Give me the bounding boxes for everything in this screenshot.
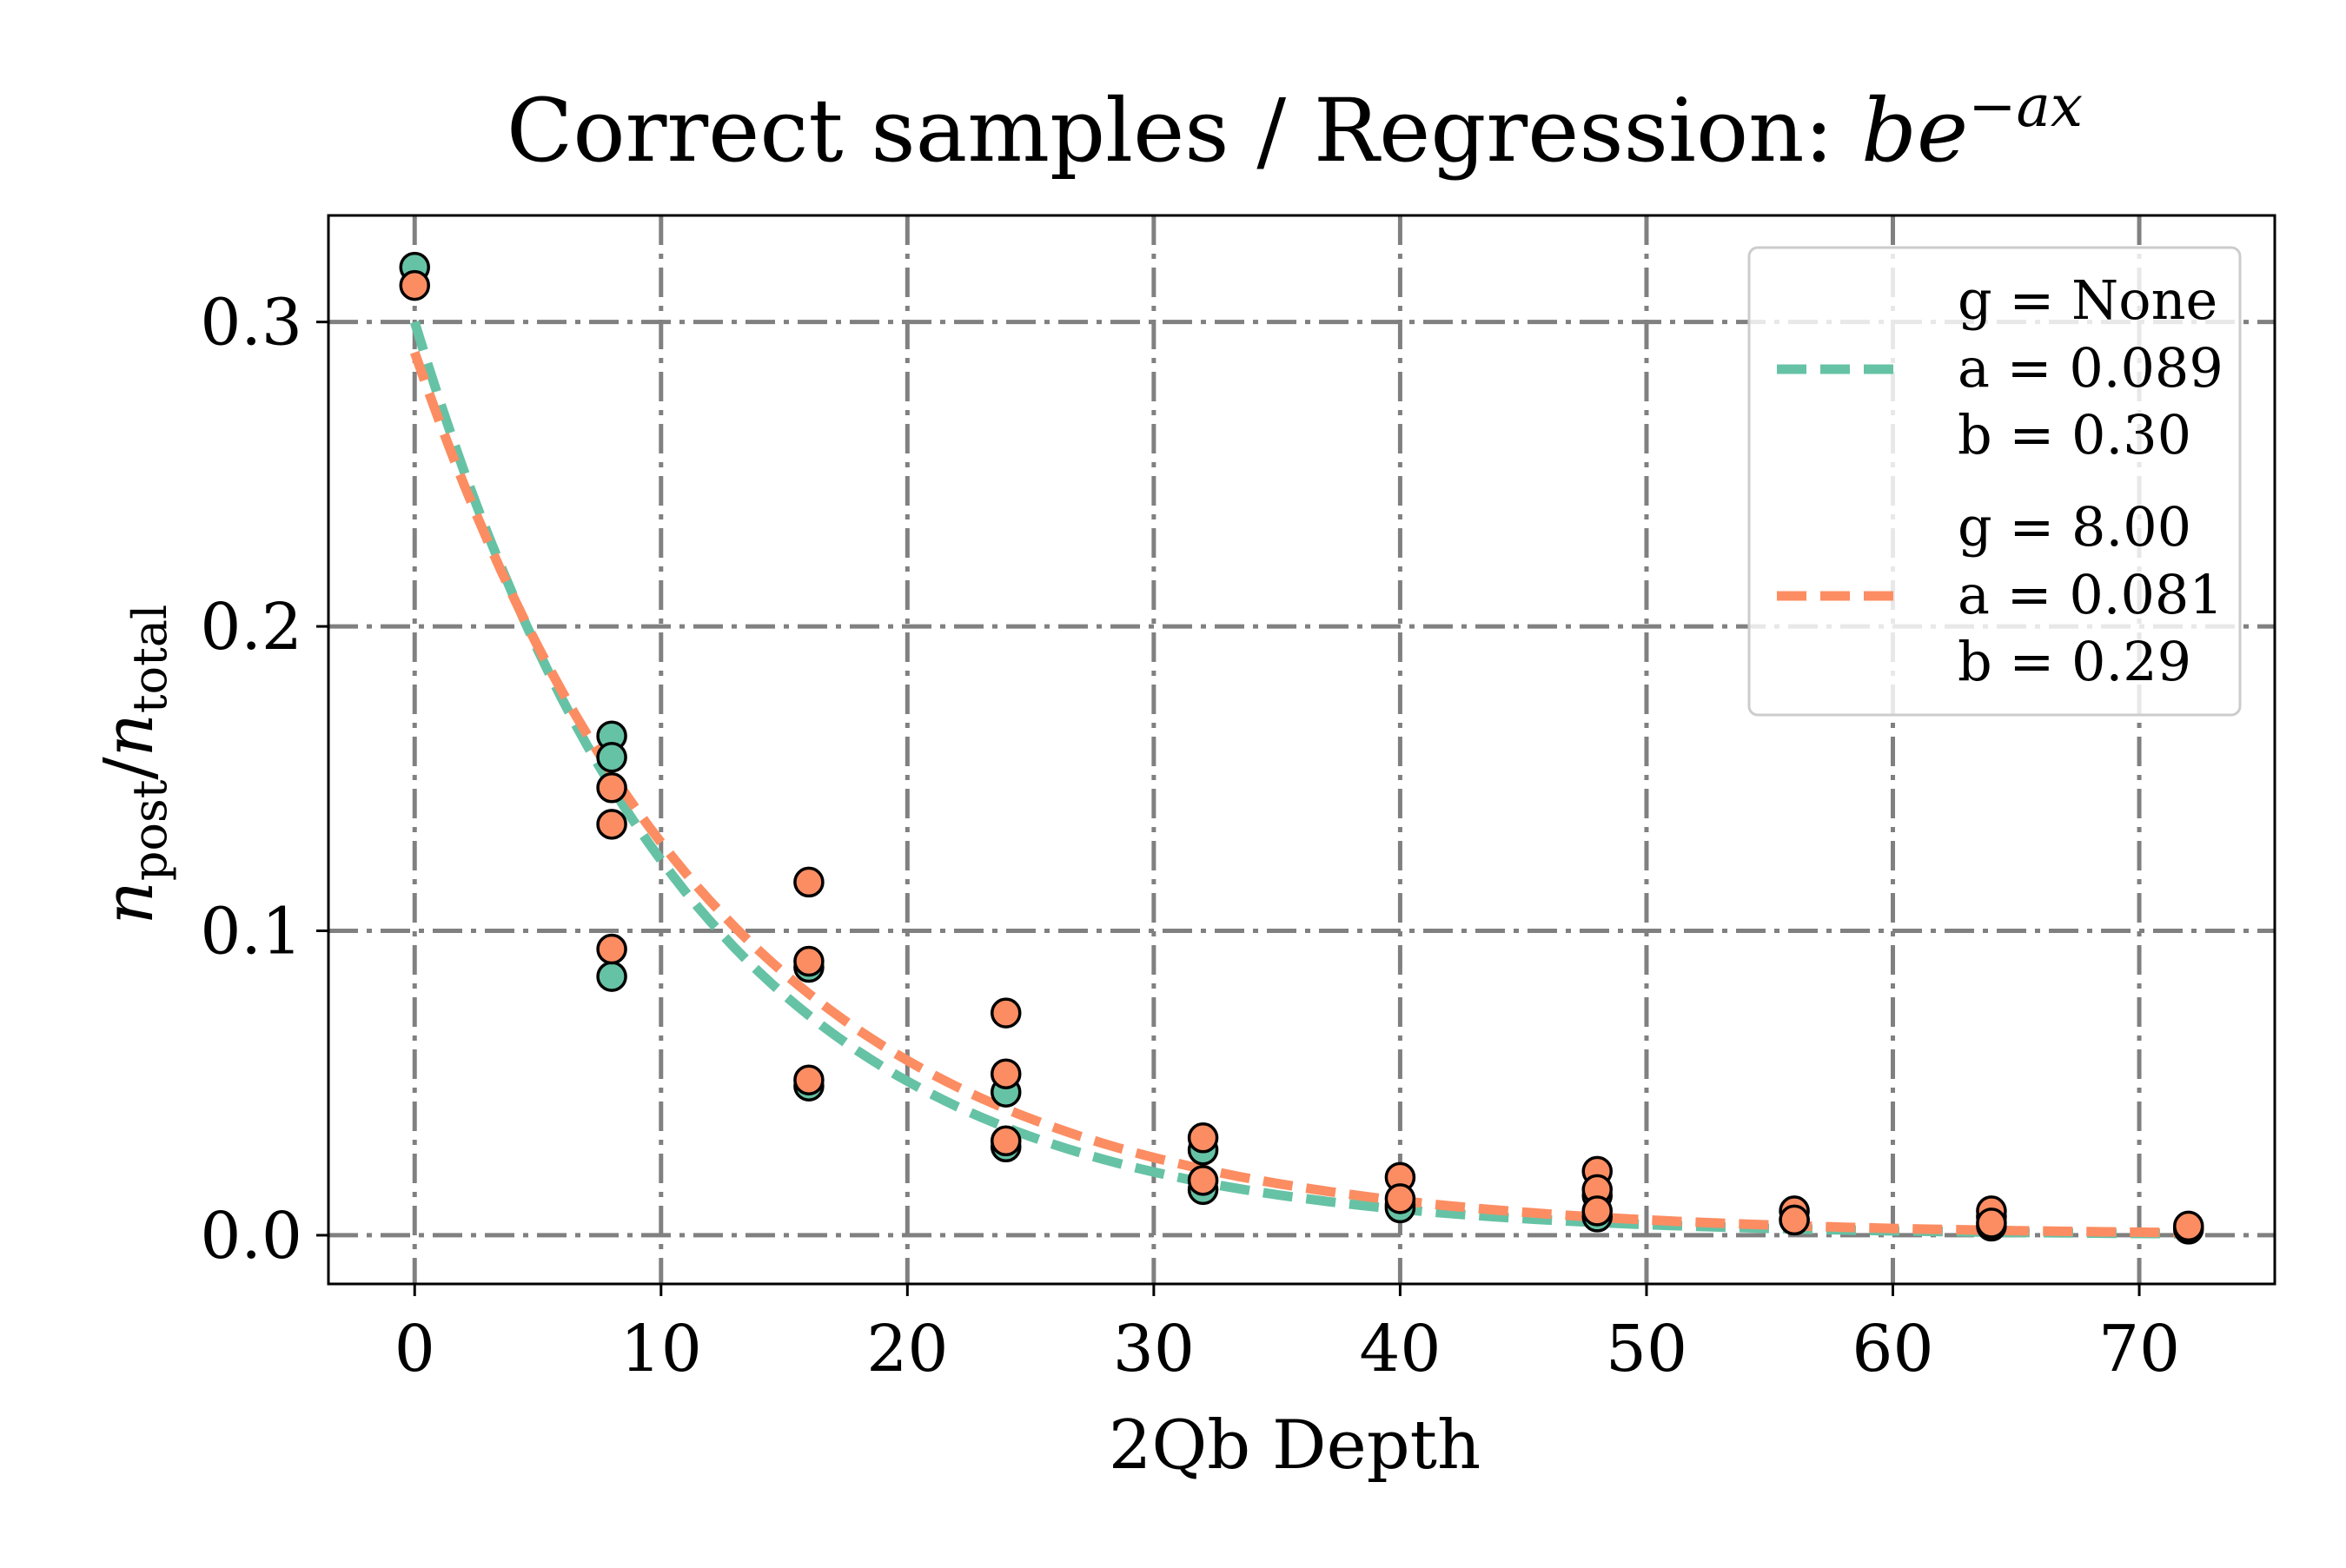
- data-point-g-none: [596, 742, 627, 773]
- data-point-g-8: [990, 997, 1022, 1029]
- chart-title: Correct samples / Regression: be−ax: [507, 73, 2083, 182]
- legend-label-b-none: b = 0.30: [1958, 403, 2191, 466]
- y-axis-label: npost/ntotal: [90, 605, 177, 925]
- y-tick-label: 0.0: [200, 1199, 302, 1274]
- axis-ticks: 0 10 20 30 40 50 60 70 0.0 0.1 0.2 0.3: [200, 286, 2180, 1386]
- legend: g = None a = 0.089 b = 0.30 g = 8.00 a =…: [1747, 246, 2242, 717]
- fit-lines: [409, 320, 2189, 1239]
- x-tick-label: 10: [620, 1312, 702, 1386]
- legend-label-b-8: b = 0.29: [1958, 630, 2191, 693]
- data-point-g-8: [399, 269, 430, 301]
- y-axis-label-slash: /: [90, 757, 169, 780]
- legend-label-a-none: a = 0.089: [1958, 336, 2223, 400]
- data-point-g-8: [1187, 1122, 1219, 1154]
- data-point-g-8: [990, 1125, 1022, 1157]
- data-point-g-8: [1581, 1195, 1614, 1227]
- data-point-g-none: [596, 961, 627, 992]
- y-axis-label-sub-total: total: [123, 605, 177, 713]
- data-point-g-8: [1779, 1204, 1810, 1236]
- plot-frame: [327, 214, 2276, 1286]
- x-tick-label: 0: [394, 1312, 435, 1386]
- data-point-g-8: [793, 945, 825, 977]
- data-point-g-8: [990, 1058, 1022, 1089]
- data-point-g-8: [1976, 1207, 2007, 1239]
- y-axis-label-sub-post: post: [123, 779, 177, 881]
- data-point-g-8: [596, 772, 627, 804]
- y-tick-label: 0.1: [200, 895, 302, 969]
- y-axis-label-n2: n: [90, 713, 169, 757]
- x-tick-label: 70: [2098, 1312, 2180, 1386]
- chart-title-prefix: Correct samples / Regression:: [507, 80, 1861, 182]
- x-tick-label: 20: [866, 1312, 948, 1386]
- data-point-g-8: [2173, 1210, 2204, 1242]
- data-point-g-8: [596, 809, 627, 840]
- x-tick-label: 30: [1113, 1312, 1195, 1386]
- y-tick-label: 0.3: [200, 286, 302, 361]
- y-axis-label-n1: n: [90, 881, 169, 924]
- fit-line-g-8: [410, 350, 2189, 1238]
- data-point-g-8: [793, 1064, 825, 1095]
- x-tick-label: 60: [1852, 1312, 1933, 1386]
- legend-label-a-8: a = 0.081: [1958, 563, 2223, 626]
- x-tick-label: 40: [1359, 1312, 1441, 1386]
- data-point-g-8: [596, 933, 627, 965]
- chart-title-formula-exponent: −ax: [1968, 73, 2083, 140]
- legend-label-g-8: g = 8.00: [1958, 495, 2191, 559]
- data-points: [399, 251, 2204, 1245]
- data-point-g-8: [1384, 1183, 1416, 1214]
- x-tick-label: 50: [1606, 1312, 1687, 1386]
- data-point-g-8: [793, 866, 825, 898]
- chart-title-formula-base: be: [1861, 80, 1968, 182]
- x-axis-label: 2Qb Depth: [1109, 1406, 1481, 1485]
- y-tick-label: 0.2: [200, 590, 302, 665]
- legend-label-g-none: g = None: [1958, 268, 2217, 332]
- data-point-g-8: [1187, 1165, 1219, 1196]
